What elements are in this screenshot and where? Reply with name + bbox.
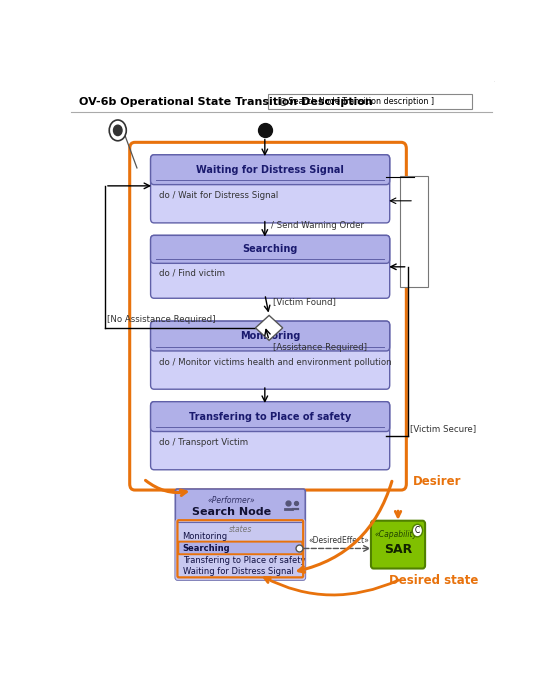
Text: OV-6b Operational State Transition Description: OV-6b Operational State Transition Descr… <box>79 97 373 107</box>
Text: Desired state: Desired state <box>388 574 478 587</box>
FancyBboxPatch shape <box>400 176 428 287</box>
FancyBboxPatch shape <box>151 402 390 431</box>
Text: Desirer: Desirer <box>413 475 461 488</box>
Text: Transfering to Place of safety: Transfering to Place of safety <box>189 412 351 422</box>
Text: states: states <box>229 525 252 535</box>
FancyBboxPatch shape <box>151 155 390 185</box>
Text: Search Node: Search Node <box>192 508 271 518</box>
Text: «Capability»: «Capability» <box>374 530 422 539</box>
FancyBboxPatch shape <box>151 321 390 351</box>
Circle shape <box>412 524 422 537</box>
Text: Waiting for Distress Signal: Waiting for Distress Signal <box>183 567 294 576</box>
Text: / Send Warning Order: / Send Warning Order <box>271 221 364 230</box>
FancyBboxPatch shape <box>151 236 390 263</box>
Text: [No Assistance Required]: [No Assistance Required] <box>107 315 216 324</box>
FancyBboxPatch shape <box>268 94 472 109</box>
Text: Searching: Searching <box>243 244 298 254</box>
FancyBboxPatch shape <box>175 519 305 580</box>
Text: do / Find victim: do / Find victim <box>159 269 225 277</box>
FancyBboxPatch shape <box>175 489 305 580</box>
FancyBboxPatch shape <box>67 80 496 603</box>
Text: [Victim Found]: [Victim Found] <box>273 297 336 306</box>
Text: «DesiredEffect»: «DesiredEffect» <box>308 537 369 545</box>
Text: Searching: Searching <box>183 544 230 553</box>
Text: Waiting for Distress Signal: Waiting for Distress Signal <box>196 165 344 175</box>
Circle shape <box>109 120 126 141</box>
Text: C: C <box>415 526 420 535</box>
Polygon shape <box>255 315 283 340</box>
Text: SAR: SAR <box>384 543 412 556</box>
Text: Monitoring: Monitoring <box>183 533 228 541</box>
FancyBboxPatch shape <box>178 541 303 554</box>
Text: [⌖ Search Node Transition description ]: [⌖ Search Node Transition description ] <box>278 97 434 106</box>
FancyBboxPatch shape <box>151 321 390 389</box>
Text: Monitoring: Monitoring <box>240 331 300 341</box>
FancyBboxPatch shape <box>151 236 390 298</box>
Text: do / Wait for Distress Signal: do / Wait for Distress Signal <box>159 191 278 200</box>
FancyBboxPatch shape <box>151 155 390 223</box>
Text: «Performer»: «Performer» <box>208 496 256 506</box>
Text: [Assistance Required]: [Assistance Required] <box>273 344 367 352</box>
Text: Transfering to Place of safety: Transfering to Place of safety <box>183 556 305 564</box>
Text: do / Monitor victims health and environment pollution: do / Monitor victims health and environm… <box>159 358 392 367</box>
Circle shape <box>113 125 122 136</box>
FancyBboxPatch shape <box>151 402 390 470</box>
Text: do / Transport Victim: do / Transport Victim <box>159 438 248 447</box>
Text: [Victim Secure]: [Victim Secure] <box>410 424 476 433</box>
FancyBboxPatch shape <box>371 520 425 568</box>
